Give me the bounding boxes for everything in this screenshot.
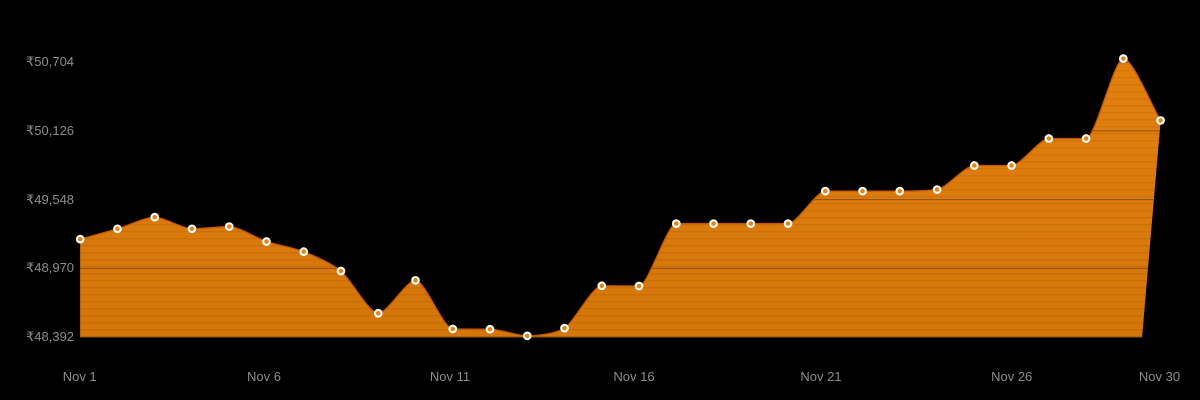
- svg-text:₹49,548: ₹49,548: [26, 192, 74, 207]
- svg-text:₹48,392: ₹48,392: [26, 329, 74, 344]
- svg-text:₹50,704: ₹50,704: [26, 54, 74, 69]
- svg-text:Nov 1: Nov 1: [63, 369, 97, 384]
- svg-text:₹50,126: ₹50,126: [26, 123, 74, 138]
- svg-text:Nov 26: Nov 26: [991, 369, 1032, 384]
- svg-text:Nov 21: Nov 21: [800, 369, 841, 384]
- svg-text:Nov 30: Nov 30: [1139, 369, 1180, 384]
- svg-text:Nov 16: Nov 16: [613, 369, 654, 384]
- svg-text:Nov 11: Nov 11: [430, 369, 470, 384]
- svg-text:Nov 6: Nov 6: [247, 369, 281, 384]
- svg-text:₹48,970: ₹48,970: [26, 260, 74, 275]
